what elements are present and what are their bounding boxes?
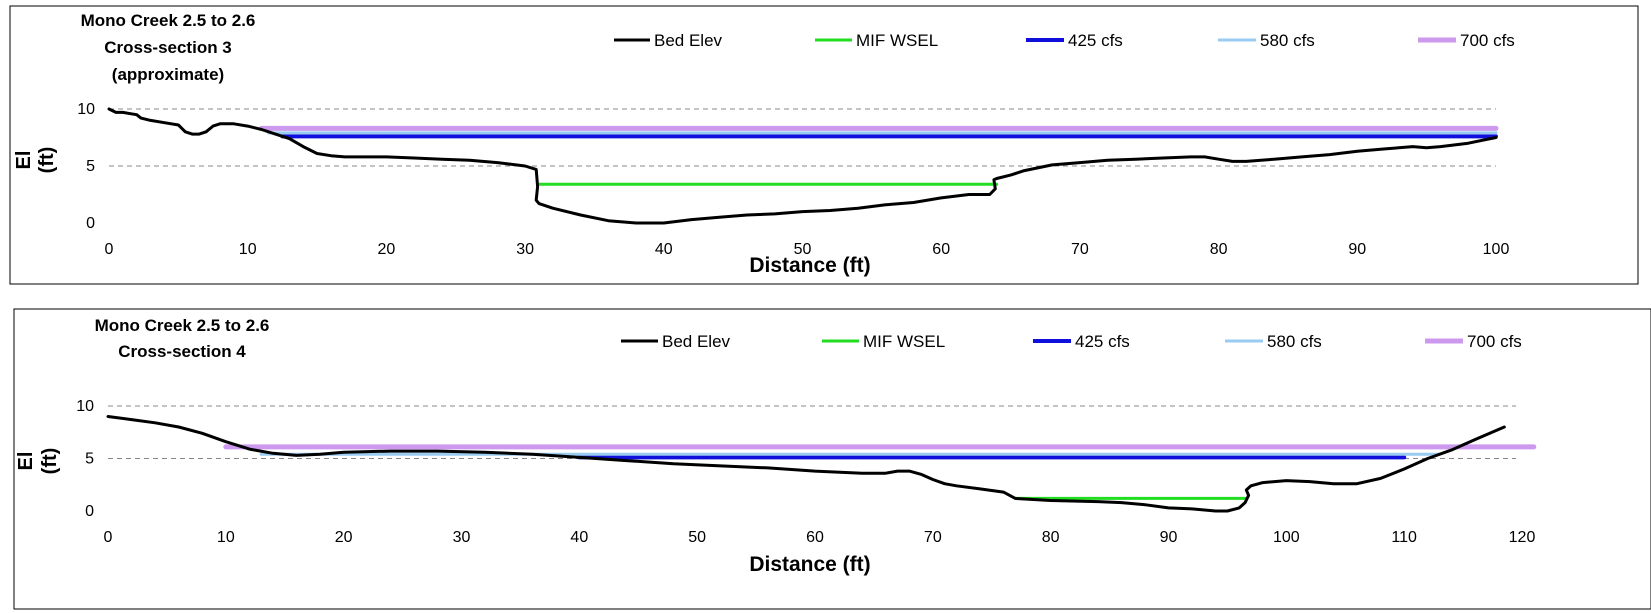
- y-tick-label: 0: [85, 503, 94, 520]
- series-line-bed-elev: [106, 415, 1506, 513]
- x-tick-label: 60: [932, 241, 950, 258]
- chart-title: Mono Creek 2.5 to 2.6: [95, 316, 270, 335]
- x-tick-label: 80: [1210, 241, 1228, 258]
- x-tick-label: 70: [924, 529, 942, 546]
- y-tick-label: 10: [76, 398, 94, 415]
- x-tick-label: 40: [655, 241, 673, 258]
- x-tick-label: 80: [1042, 529, 1060, 546]
- x-tick-label: 10: [239, 241, 257, 258]
- y-axis-label: (ft): [39, 448, 61, 475]
- x-tick-label: 50: [688, 529, 706, 546]
- x-axis-label: Distance (ft): [749, 553, 870, 576]
- legend-label: 425 cfs: [1068, 31, 1123, 50]
- x-tick-label: 30: [516, 241, 534, 258]
- y-axis-label: (ft): [36, 147, 58, 174]
- x-tick-label: 120: [1509, 529, 1536, 546]
- y-axis-label: El: [15, 452, 37, 471]
- chart-title: (approximate): [112, 65, 224, 84]
- chart-title: Mono Creek 2.5 to 2.6: [81, 11, 256, 30]
- series-line-bed-elev: [107, 107, 1498, 225]
- legend-label: 580 cfs: [1267, 332, 1322, 351]
- y-tick-label: 0: [86, 215, 95, 232]
- y-axis-label: El: [13, 151, 35, 170]
- legend-label: 700 cfs: [1460, 31, 1515, 50]
- x-tick-label: 20: [378, 241, 396, 258]
- x-tick-label: 50: [794, 241, 812, 258]
- chart-frame: [9, 5, 1639, 285]
- x-tick-label: 40: [570, 529, 588, 546]
- legend-label: 580 cfs: [1260, 31, 1315, 50]
- x-tick-label: 10: [217, 529, 235, 546]
- legend-label: Bed Elev: [654, 31, 723, 50]
- y-tick-label: 5: [85, 451, 94, 468]
- x-tick-label: 110: [1391, 529, 1417, 546]
- legend-label: Bed Elev: [662, 332, 731, 351]
- legend-label: 700 cfs: [1467, 332, 1522, 351]
- legend-label: MIF WSEL: [863, 332, 945, 351]
- y-tick-label: 5: [86, 158, 95, 175]
- x-tick-label: 90: [1348, 241, 1366, 258]
- x-tick-label: 90: [1160, 529, 1178, 546]
- chart-title: Cross-section 4: [118, 342, 246, 361]
- chart-title: Cross-section 3: [104, 38, 232, 57]
- legend-label: MIF WSEL: [856, 31, 938, 50]
- x-tick-label: 0: [105, 241, 114, 258]
- y-tick-label: 10: [77, 101, 95, 118]
- x-tick-label: 100: [1483, 241, 1510, 258]
- x-axis-label: Distance (ft): [749, 254, 870, 277]
- legend-label: 425 cfs: [1075, 332, 1130, 351]
- x-tick-label: 20: [335, 529, 353, 546]
- x-tick-label: 30: [453, 529, 471, 546]
- x-tick-label: 70: [1071, 241, 1089, 258]
- x-tick-label: 60: [806, 529, 824, 546]
- x-tick-label: 0: [104, 529, 113, 546]
- x-tick-label: 100: [1273, 529, 1300, 546]
